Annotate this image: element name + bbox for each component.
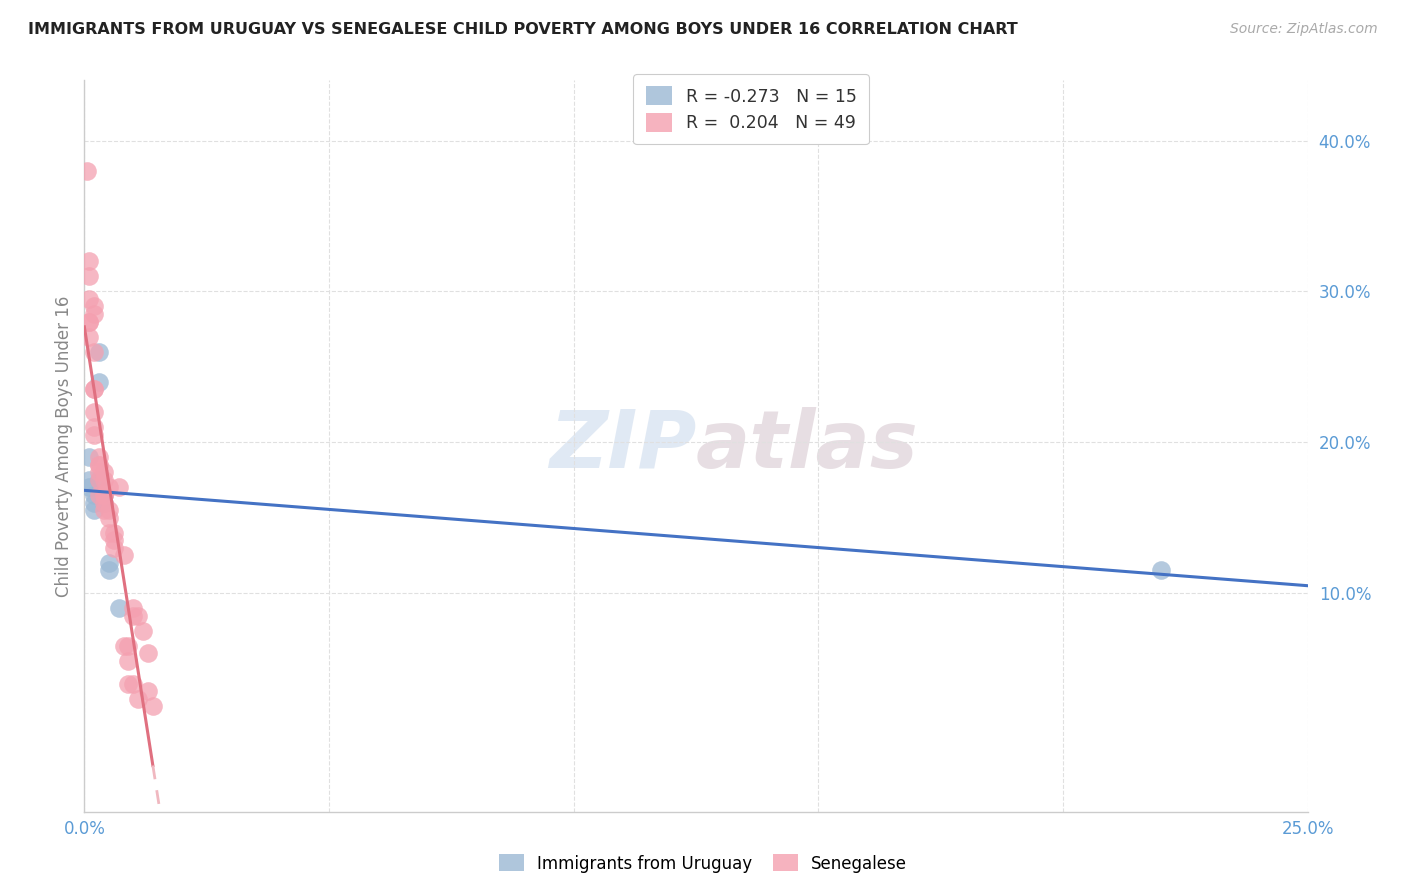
Point	[77, 269, 100, 284]
Text: IMMIGRANTS FROM URUGUAY VS SENEGALESE CHILD POVERTY AMONG BOYS UNDER 16 CORRELAT: IMMIGRANTS FROM URUGUAY VS SENEGALESE CH…	[28, 22, 1018, 37]
Legend: Immigrants from Uruguay, Senegalese: Immigrants from Uruguay, Senegalese	[492, 847, 914, 880]
Point	[97, 480, 120, 494]
Point	[97, 563, 120, 577]
Point	[103, 533, 125, 548]
Point	[93, 488, 115, 502]
Point	[117, 654, 139, 668]
Point	[76, 163, 98, 178]
Point	[83, 344, 105, 359]
Point	[107, 601, 129, 615]
Point	[87, 375, 110, 389]
Point	[93, 495, 115, 509]
Point	[93, 466, 115, 480]
Point	[112, 639, 135, 653]
Point	[83, 503, 105, 517]
Point	[77, 473, 100, 487]
Text: Source: ZipAtlas.com: Source: ZipAtlas.com	[1230, 22, 1378, 37]
Point	[97, 503, 120, 517]
Point	[87, 473, 110, 487]
Point	[83, 307, 105, 321]
Point	[87, 488, 110, 502]
Point	[93, 495, 115, 509]
Point	[93, 473, 115, 487]
Point	[83, 383, 105, 397]
Point	[83, 420, 105, 434]
Point	[103, 525, 125, 540]
Point	[83, 427, 105, 442]
Point	[77, 480, 100, 494]
Point	[93, 488, 115, 502]
Point	[87, 344, 110, 359]
Point	[87, 473, 110, 487]
Point	[122, 608, 145, 623]
Point	[87, 458, 110, 472]
Point	[83, 495, 105, 509]
Point	[132, 624, 155, 638]
Point	[77, 315, 100, 329]
Point	[87, 458, 110, 472]
Point	[77, 315, 100, 329]
Point	[83, 488, 105, 502]
Point	[87, 466, 110, 480]
Point	[136, 646, 159, 660]
Text: atlas: atlas	[696, 407, 918, 485]
Point	[77, 254, 100, 268]
Point	[136, 684, 159, 698]
Point	[117, 676, 139, 690]
Point	[83, 383, 105, 397]
Point	[112, 549, 135, 563]
Point	[97, 510, 120, 524]
Point	[77, 329, 100, 343]
Point	[83, 405, 105, 419]
Point	[97, 525, 120, 540]
Point	[97, 556, 120, 570]
Point	[77, 292, 100, 306]
Point	[127, 691, 149, 706]
Point	[122, 601, 145, 615]
Point	[1150, 563, 1173, 577]
Point	[117, 639, 139, 653]
Y-axis label: Child Poverty Among Boys Under 16: Child Poverty Among Boys Under 16	[55, 295, 73, 597]
Point	[87, 450, 110, 465]
Point	[93, 488, 115, 502]
Point	[122, 676, 145, 690]
Legend: R = -0.273   N = 15, R =  0.204   N = 49: R = -0.273 N = 15, R = 0.204 N = 49	[634, 74, 869, 145]
Point	[142, 699, 165, 714]
Text: ZIP: ZIP	[548, 407, 696, 485]
Point	[127, 608, 149, 623]
Point	[93, 503, 115, 517]
Point	[107, 480, 129, 494]
Point	[77, 450, 100, 465]
Point	[103, 541, 125, 555]
Point	[83, 300, 105, 314]
